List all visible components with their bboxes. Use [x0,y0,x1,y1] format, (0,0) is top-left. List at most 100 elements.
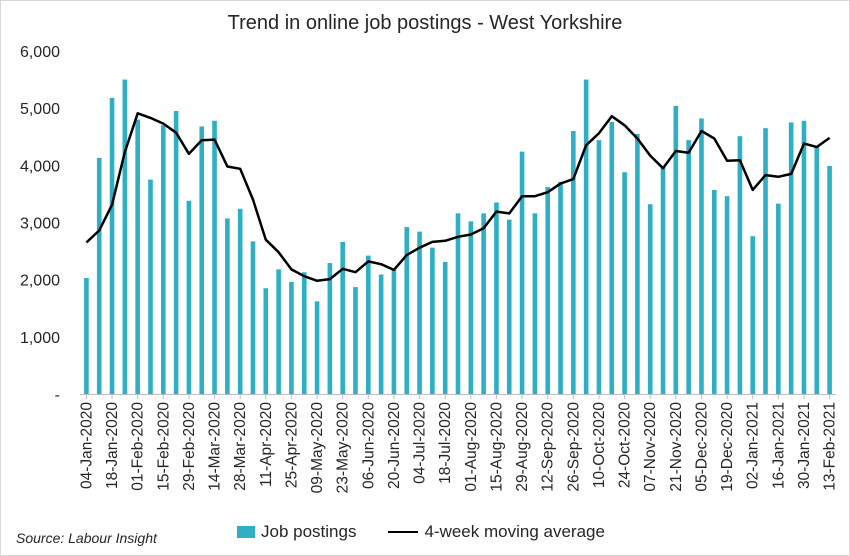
job-postings-bar [417,231,422,394]
job-postings-bar [635,133,640,394]
job-postings-bar [596,140,602,394]
x-tick-label: 04-Jul-2020 [412,402,429,484]
job-postings-bar [750,236,756,394]
job-postings-bar [558,181,563,394]
job-postings-bar [148,179,153,394]
x-tick-label: 10-Oct-2020 [591,402,608,489]
y-tick-label: 5,000 [20,101,60,118]
x-tick-label: 18-Jul-2020 [437,402,454,484]
job-postings-bar [430,247,435,394]
job-postings-bar [801,120,807,394]
x-tick-label: 06-Jun-2020 [360,402,377,489]
x-tick-label: 24-Oct-2020 [617,402,634,489]
job-postings-bar [673,105,679,394]
line-series [85,112,831,283]
job-postings-bar [481,213,486,394]
x-tick-label: 26-Sep-2020 [565,402,582,492]
chart-title: Trend in online job postings - West York… [227,12,623,34]
job-postings-bar [468,221,474,394]
job-postings-bar [225,218,230,394]
job-postings-bar [494,202,499,394]
source-note: Source: Labour Insight [16,530,157,546]
legend-swatch-bars [237,526,255,538]
job-postings-bar [776,203,781,394]
job-postings-bar [737,136,743,394]
x-tick-label: 21-Nov-2020 [668,402,685,492]
job-postings-bar [276,269,281,394]
legend-label-bars: Job postings [261,522,357,541]
job-postings-bar [340,241,345,394]
job-postings-bar [237,208,243,394]
x-tick-label: 18-Jan-2020 [104,402,121,489]
job-postings-bar [814,146,820,394]
legend-label-line: 4-week moving average [424,522,605,541]
job-postings-bar [391,269,397,394]
job-postings-bar [545,187,551,394]
job-postings-bar [212,120,217,394]
job-postings-bar [378,274,384,394]
job-postings-bar [506,219,512,394]
job-postings-bar [571,131,576,395]
job-postings-bar [301,272,307,394]
job-postings-bar [609,121,615,395]
job-postings-bar [519,151,525,394]
x-tick-label: 02-Jan-2021 [745,402,762,489]
job-postings-bar [686,140,691,394]
job-postings-bar [327,263,333,394]
x-tick-label: 30-Jan-2021 [796,402,813,489]
job-postings-bar [455,213,461,394]
job-postings-bar [160,125,166,395]
job-postings-bar [660,167,666,394]
job-postings-bar [711,189,717,394]
x-tick-label: 16-Jan-2021 [770,402,787,489]
x-tick-label: 23-May-2020 [335,402,352,494]
job-postings-bar [186,200,192,394]
job-postings-bar [263,288,269,394]
x-tick-label: 15-Aug-2020 [488,402,505,492]
job-postings-bar [199,126,205,395]
job-postings-bar [122,79,128,394]
job-postings-bar [699,118,704,394]
job-postings-bar [583,79,589,394]
job-postings-bar [404,227,410,394]
y-tick-label: 6,000 [20,44,60,61]
y-tick-label: 3,000 [20,216,60,233]
x-tick-label: 12-Sep-2020 [540,402,557,492]
x-tick-label: 28-Mar-2020 [232,402,249,491]
x-tick-label: 11-Apr-2020 [258,402,275,487]
job-postings-bar [365,255,371,394]
x-tick-label: 13-Feb-2021 [822,402,839,491]
moving-average-line [85,112,831,283]
job-postings-bar [788,122,794,394]
job-postings-bar [647,204,653,394]
x-tick-label: 05-Dec-2020 [693,402,710,492]
job-postings-bar [622,172,627,394]
job-postings-bar [250,241,256,394]
job-postings-bar [763,128,768,395]
job-postings-bar [314,301,320,394]
job-postings-bar [289,281,294,394]
job-postings-bar [724,196,730,394]
legend-swatch-line [388,531,419,533]
job-postings-bar [109,97,115,395]
y-tick-label: 1,000 [20,330,60,347]
x-tick-label: 09-May-2020 [309,402,326,494]
y-tick-label: - [55,387,60,404]
x-tick-label: 20-Jun-2020 [386,402,403,489]
y-tick-label: 4,000 [20,158,60,175]
x-tick-label: 07-Nov-2020 [642,402,659,492]
x-tick-label: 01-Aug-2020 [463,402,480,492]
job-postings-bar [442,261,448,394]
job-postings-bar [532,213,538,394]
x-tick-label: 04-Jan-2020 [78,402,95,489]
x-tick-label: 19-Dec-2020 [719,402,736,492]
job-postings-bar [96,157,102,394]
job-postings-bar [353,287,358,394]
x-tick-label: 15-Feb-2020 [155,402,172,491]
job-postings-bar [173,111,179,395]
x-tick-label: 25-Apr-2020 [283,402,300,489]
job-postings-bar [135,119,140,394]
x-tick-label: 29-Aug-2020 [514,402,531,492]
